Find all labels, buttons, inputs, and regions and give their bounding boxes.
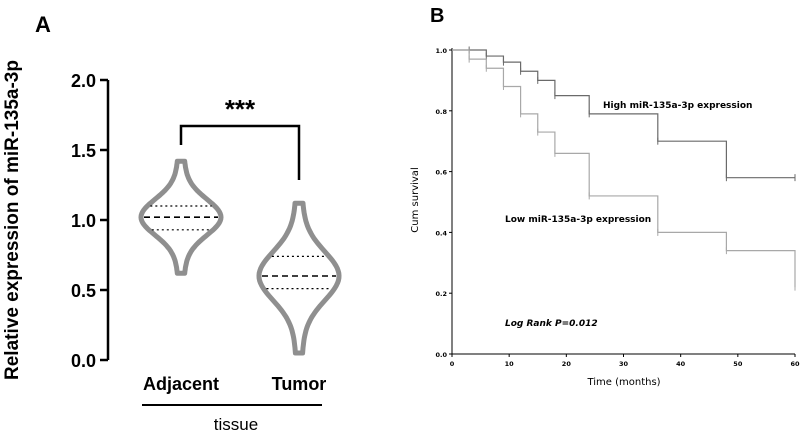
log-rank-annotation: Log Rank P=0.012 xyxy=(505,319,598,329)
km-x-tick-label: 40 xyxy=(676,360,686,368)
significance-bracket xyxy=(179,124,301,180)
km-x-tick-label: 60 xyxy=(790,360,800,368)
km-x-tick-label: 10 xyxy=(505,360,515,368)
violin-y-tick-label: 0.0 xyxy=(71,351,96,371)
km-x-tick-label: 30 xyxy=(619,360,629,368)
km-y-tick-label: 1.0 xyxy=(435,47,447,55)
km-y-tick-label: 0.6 xyxy=(435,169,447,177)
km-curve-high xyxy=(452,49,795,179)
category-label-adjacent: Adjacent xyxy=(143,374,219,394)
km-y-ticks: 0.0 0.2 0.4 0.6 0.8 1.0 xyxy=(435,47,452,359)
km-curves xyxy=(452,46,796,291)
violin-y-tick-label: 1.5 xyxy=(71,141,96,161)
violin-tumor xyxy=(256,200,342,356)
violin-y-tick-label: 2.0 xyxy=(71,71,96,91)
km-y-tick-label: 0.2 xyxy=(435,290,447,298)
violin-shapes xyxy=(138,158,342,356)
km-y-tick-label: 0.8 xyxy=(435,108,447,116)
km-x-tick-label: 20 xyxy=(562,360,572,368)
km-x-tick-label: 50 xyxy=(733,360,743,368)
km-y-tick-label: 0.4 xyxy=(435,229,447,237)
km-y-tick-label: 0.0 xyxy=(435,351,447,359)
survival-panel: B 0.0 0.2 0.4 0.6 0.8 1.0 0 10 20 30 40 50 60 Cum s… xyxy=(410,5,800,388)
legend-label-high: High miR-135a-3p expression xyxy=(603,101,752,111)
panel-b-label: B xyxy=(430,5,444,27)
violin-adjacent xyxy=(138,158,224,276)
km-x-tick-label: 0 xyxy=(450,360,455,368)
legend-label-low: Low miR-135a-3p expression xyxy=(505,215,651,225)
significance-stars: *** xyxy=(225,94,256,124)
km-y-axis-label: Cum survival xyxy=(410,167,421,232)
violin-y-axis-label: Relative expression of miR-135a-3p xyxy=(2,60,23,380)
violin-y-ticks: 0.0 0.5 1.0 1.5 2.0 xyxy=(71,71,108,371)
violin-y-tick-label: 1.0 xyxy=(71,211,96,231)
panel-a-label: A xyxy=(35,12,51,37)
km-x-ticks: 0 10 20 30 40 50 60 xyxy=(450,354,800,368)
category-label-tumor: Tumor xyxy=(272,374,327,394)
km-x-axis-label: Time (months) xyxy=(586,377,660,388)
violin-panel: A Relative expression of miR-135a-3p 0.0… xyxy=(2,12,342,433)
violin-y-tick-label: 0.5 xyxy=(71,281,96,301)
violin-x-axis-label: tissue xyxy=(214,415,258,433)
